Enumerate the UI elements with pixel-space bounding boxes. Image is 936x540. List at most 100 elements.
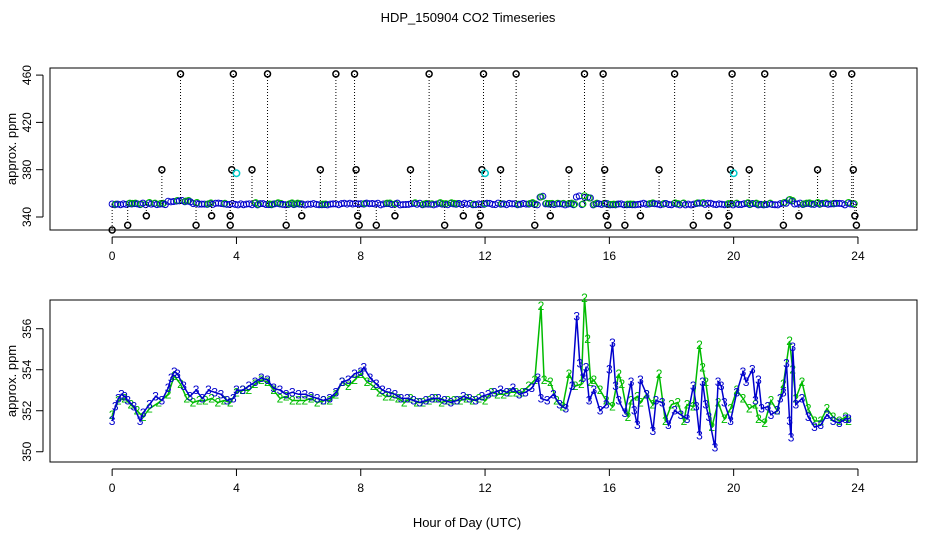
series-3-point-label: 3: [165, 381, 172, 395]
series-3-point-label: 3: [186, 389, 193, 403]
top-flag-point: [849, 165, 858, 174]
series-2-point-label: 2: [482, 393, 489, 407]
series-3-point-label: 3: [491, 385, 498, 399]
series-2-point-label: 2: [500, 387, 507, 401]
top-flag-point: [355, 221, 363, 230]
series-3-point-label: 3: [435, 391, 442, 405]
series-3-point-label: 3: [392, 387, 399, 401]
series-3-point-label: 3: [780, 385, 787, 399]
top-green-spike-point: [585, 194, 593, 202]
top-cyan-point: [232, 169, 241, 178]
top-flag-point: [512, 70, 520, 78]
series-2-point-label: 2: [836, 414, 843, 428]
top-series2-point: [822, 199, 830, 207]
top-flag-points: [108, 70, 861, 234]
top-series2-point: [571, 200, 579, 208]
top-flag-point: [226, 221, 234, 230]
series-2-point-label: 2: [752, 398, 759, 412]
series-2-point-label: 2: [699, 361, 706, 375]
series-3-point-label: 3: [454, 393, 461, 407]
series-2-point-label: 2: [727, 402, 734, 416]
series-3-point-label: 3: [224, 393, 231, 407]
series-3-point-label: 3: [333, 385, 340, 399]
series-2-point-label: 2: [786, 334, 793, 348]
series-3-point-label: 3: [361, 361, 368, 375]
series-3-point-label: 3: [699, 375, 706, 389]
series-3-point-label: 3: [590, 383, 597, 397]
bottom-x-tick-label: 12: [478, 481, 492, 495]
series-2-point-label: 2: [538, 299, 545, 313]
series-2-point-label: 2: [650, 398, 657, 412]
series-2-point-label: 2: [531, 373, 538, 387]
series-2-point-label: 2: [566, 367, 573, 381]
series-2-point-label: 2: [208, 391, 215, 405]
series-3-point-label: 3: [586, 393, 593, 407]
top-flag-point: [531, 221, 539, 230]
series-3-point-label: 3: [740, 365, 747, 379]
series-3-point-label: 3: [690, 379, 697, 393]
series-2-point-label: 2: [690, 400, 697, 414]
series-3-point-label: 3: [811, 420, 818, 434]
series-2-point-label: 2: [541, 373, 548, 387]
series-3-point-label: 3: [845, 412, 852, 426]
series-2-point-label: 2: [845, 414, 852, 428]
series-3-point-label: 3: [718, 379, 725, 393]
bottom-y-tick-label: 354: [20, 359, 34, 379]
series-3-point-label: 3: [239, 383, 246, 397]
series-3-point-label: 3: [563, 402, 570, 416]
top-flag-point: [353, 212, 362, 220]
top-series2-point: [411, 199, 419, 207]
series-2-point-label: 2: [202, 393, 209, 407]
series-2-point-label: 2: [684, 398, 691, 412]
series-2-point-label: 2: [345, 379, 352, 393]
series-3-point-label: 3: [702, 398, 709, 412]
top-x-tick-label: 24: [851, 249, 865, 263]
top-series2-point: [733, 199, 741, 207]
series-2-point-label: 2: [121, 391, 128, 405]
series-3-point-label: 3: [233, 383, 240, 397]
series-2-point-label: 2: [227, 396, 234, 410]
series-2-point-label: 2: [283, 389, 290, 403]
series-2-point-label: 2: [590, 373, 597, 387]
series-2-point-label: 2: [190, 396, 197, 410]
series-3-point-label: 3: [783, 357, 790, 371]
series-3-point-label: 3: [817, 418, 824, 432]
bottom-y-tick-label: 352: [20, 400, 34, 420]
series-2-point-label: 2: [134, 404, 141, 418]
series-2-point-label: 2: [221, 393, 228, 407]
series-2-point-label: 2: [196, 393, 203, 407]
series-2-point-label: 2: [628, 393, 635, 407]
top-series2-point: [207, 199, 215, 207]
series-3-point-label: 3: [308, 389, 315, 403]
bottom-plot-frame: [49, 299, 918, 463]
series-3-point-label: 3: [246, 379, 253, 393]
top-flag-point: [352, 165, 360, 174]
series-3-point-label: 3: [538, 391, 545, 405]
series-2-point-label: 2: [171, 369, 178, 383]
series-2-point-label: 2: [842, 410, 849, 424]
series-2-point-label: 2: [289, 393, 296, 407]
series-3-point-label: 3: [550, 387, 557, 401]
top-flag-point: [851, 212, 859, 220]
series-2-point-label: 2: [451, 393, 458, 407]
series-3-point-label: 3: [774, 404, 781, 418]
top-flag-point: [760, 70, 769, 78]
series-3-point-label: 3: [516, 387, 523, 401]
series-3-point-label: 3: [727, 414, 734, 428]
series-3-point-label: 3: [824, 408, 831, 422]
top-flag-point: [655, 165, 663, 174]
series-2-point-label: 2: [233, 385, 240, 399]
series-2-point-label: 2: [625, 410, 632, 424]
series-3-point-label: 3: [441, 393, 448, 407]
series-3-point-label: 3: [693, 400, 700, 414]
series-2-point-label: 2: [463, 391, 470, 405]
series-3-point-label: 3: [264, 373, 271, 387]
series-3-point-label: 3: [180, 379, 187, 393]
series-3-point-label: 3: [115, 391, 122, 405]
series-3-point-label: 3: [580, 371, 587, 385]
series-2-point-label: 2: [799, 375, 806, 389]
bottom-x-tick-label: 24: [851, 481, 865, 495]
top-cyan-point: [729, 169, 738, 178]
